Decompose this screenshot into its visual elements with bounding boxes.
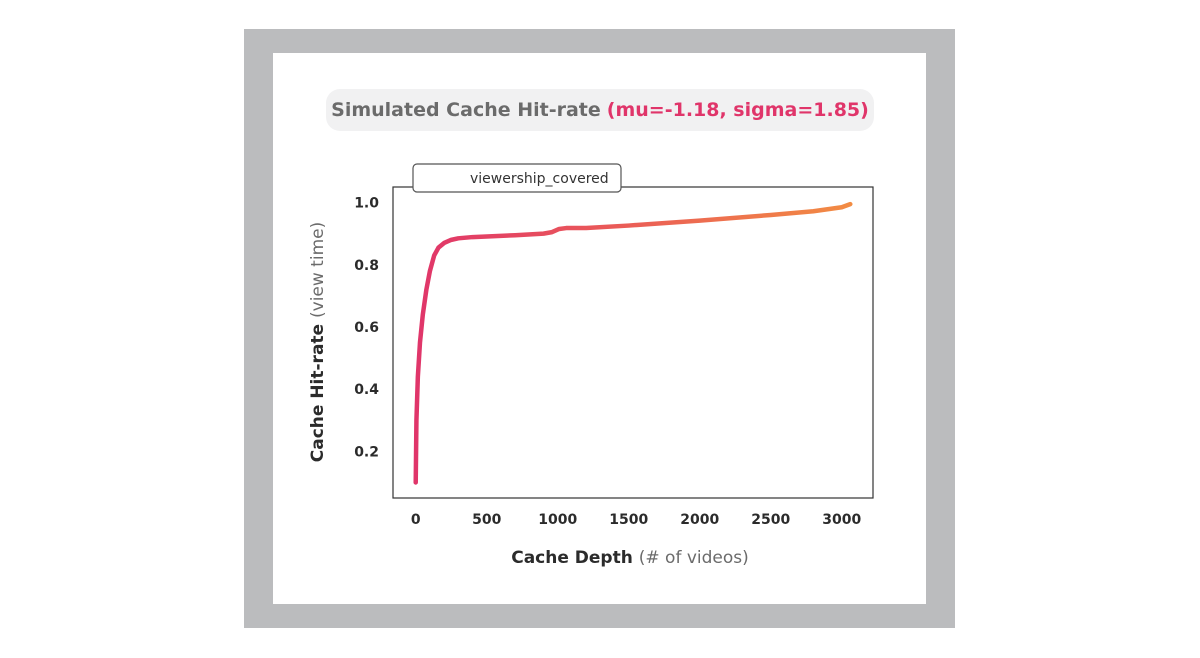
x-tick-label: 500 [472,512,501,528]
y-axis-label-main: Cache Hit-rate [308,323,328,463]
chart-title-main: Simulated Cache Hit-rate [331,99,601,121]
y-tick-label: 1.0 [354,196,379,212]
y-tick-label: 0.2 [354,444,379,460]
x-axis-label-main: Cache Depth [511,548,633,568]
x-tick-label: 2500 [751,512,790,528]
x-tick-label: 0 [411,512,421,528]
y-axis-label: Cache Hit-rate (view time) [308,192,332,492]
chart-title: Simulated Cache Hit-rate (mu=-1.18, sigm… [326,89,874,131]
x-tick-label: 2000 [680,512,719,528]
x-axis-label-sub: (# of videos) [638,548,749,568]
x-tick-label: 1500 [609,512,648,528]
series-line-viewership_covered [413,201,853,485]
chart-title-params: (mu=-1.18, sigma=1.85) [606,99,869,121]
legend-box [412,163,622,193]
y-tick-label: 0.8 [354,258,379,274]
plot-area [392,186,874,499]
x-tick-label: 3000 [822,512,861,528]
y-axis-label-sub: (view time) [308,221,328,318]
legend-label: viewership_covered [470,171,609,187]
y-tick-label: 0.6 [354,320,379,336]
y-tick-label: 0.4 [354,382,379,398]
x-tick-label: 1000 [538,512,577,528]
axis-ticks: 0 500 1000 1500 2000 2500 3000 0.2 0.4 0.6 0.8 1.0 [354,196,861,528]
legend: viewership_covered [412,163,622,193]
x-axis-label: Cache Depth (# of videos) [390,548,870,568]
